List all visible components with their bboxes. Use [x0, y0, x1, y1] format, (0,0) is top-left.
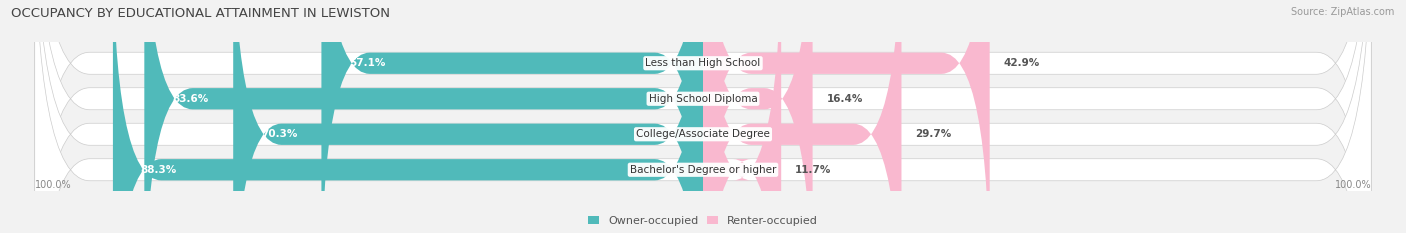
- Text: 100.0%: 100.0%: [35, 180, 72, 190]
- Text: Bachelor's Degree or higher: Bachelor's Degree or higher: [630, 165, 776, 175]
- FancyBboxPatch shape: [322, 0, 703, 233]
- Text: Source: ZipAtlas.com: Source: ZipAtlas.com: [1291, 7, 1395, 17]
- FancyBboxPatch shape: [233, 0, 703, 233]
- Text: College/Associate Degree: College/Associate Degree: [636, 129, 770, 139]
- FancyBboxPatch shape: [35, 0, 1371, 233]
- Text: 42.9%: 42.9%: [1004, 58, 1039, 68]
- FancyBboxPatch shape: [703, 0, 901, 233]
- Text: 83.6%: 83.6%: [172, 94, 208, 104]
- Text: 57.1%: 57.1%: [349, 58, 385, 68]
- Text: OCCUPANCY BY EDUCATIONAL ATTAINMENT IN LEWISTON: OCCUPANCY BY EDUCATIONAL ATTAINMENT IN L…: [11, 7, 391, 20]
- Text: 29.7%: 29.7%: [915, 129, 952, 139]
- FancyBboxPatch shape: [703, 0, 990, 233]
- FancyBboxPatch shape: [145, 0, 703, 233]
- FancyBboxPatch shape: [35, 0, 1371, 233]
- FancyBboxPatch shape: [703, 0, 782, 233]
- Text: High School Diploma: High School Diploma: [648, 94, 758, 104]
- Text: 70.3%: 70.3%: [260, 129, 297, 139]
- Text: 11.7%: 11.7%: [794, 165, 831, 175]
- FancyBboxPatch shape: [703, 0, 813, 233]
- FancyBboxPatch shape: [35, 0, 1371, 233]
- Text: Less than High School: Less than High School: [645, 58, 761, 68]
- Text: 16.4%: 16.4%: [827, 94, 863, 104]
- FancyBboxPatch shape: [35, 0, 1371, 233]
- FancyBboxPatch shape: [112, 0, 703, 233]
- Legend: Owner-occupied, Renter-occupied: Owner-occupied, Renter-occupied: [583, 211, 823, 230]
- Text: 100.0%: 100.0%: [1334, 180, 1371, 190]
- Text: 88.3%: 88.3%: [141, 165, 177, 175]
